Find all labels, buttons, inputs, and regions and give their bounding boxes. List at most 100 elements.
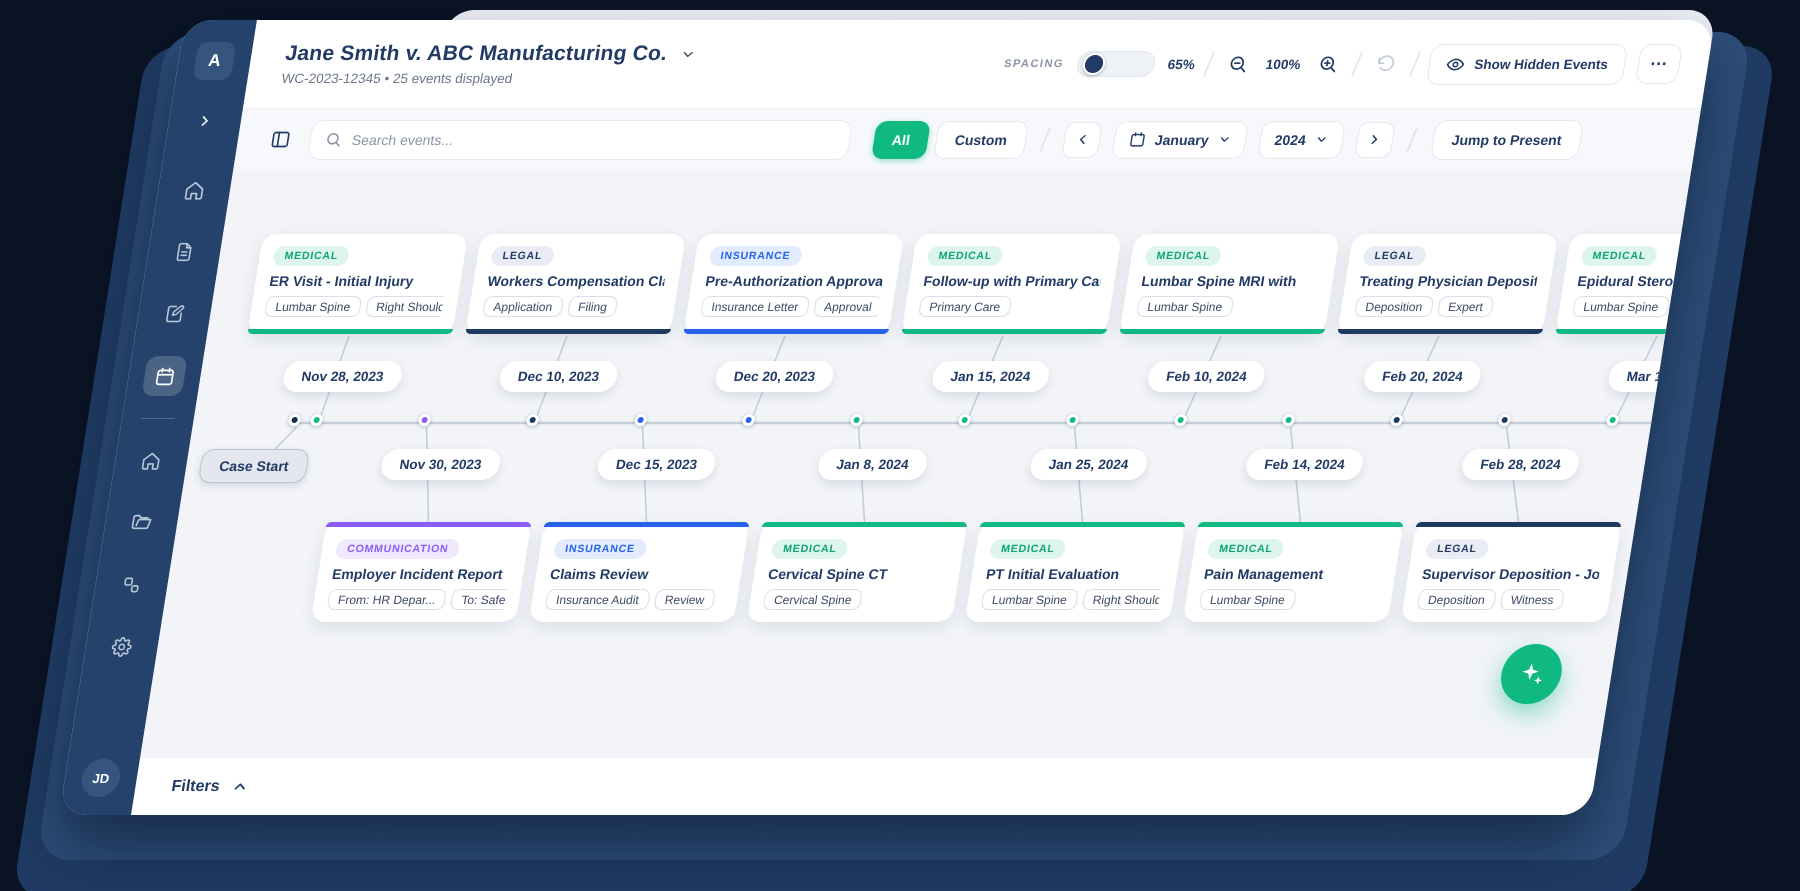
year-select[interactable]: 2024 <box>1256 120 1346 159</box>
zoom-out-icon <box>1226 54 1249 74</box>
filter-all-button[interactable]: All <box>871 120 931 159</box>
zoom-out-button[interactable] <box>1221 49 1256 79</box>
sidebar: A <box>59 20 258 815</box>
event-date-pill[interactable]: Feb 14, 2024 <box>1243 449 1366 480</box>
event-tag: From: HR Depar... <box>326 589 448 610</box>
sparkles-icon <box>1515 660 1547 688</box>
toolbar-separator <box>1405 126 1419 153</box>
event-card[interactable]: COMMUNICATION Employer Incident Report F… <box>310 522 532 622</box>
category-badge: INSURANCE <box>708 246 803 266</box>
event-card[interactable]: MEDICAL Follow-up with Primary Care Prim… <box>901 234 1123 334</box>
event-date-pill[interactable]: Jan 25, 2024 <box>1028 449 1149 480</box>
spacing-percent: 65% <box>1166 56 1197 72</box>
filter-custom-button[interactable]: Custom <box>932 120 1030 159</box>
previous-month-button[interactable] <box>1061 121 1103 158</box>
next-month-button[interactable] <box>1354 121 1396 158</box>
reset-view-button[interactable] <box>1369 49 1404 79</box>
event-date-pill[interactable]: Feb 10, 2024 <box>1145 361 1268 392</box>
spacing-toggle[interactable] <box>1074 51 1157 77</box>
more-options-button[interactable]: ⋯ <box>1634 44 1684 84</box>
event-date-pill[interactable]: Feb 20, 2024 <box>1361 361 1484 392</box>
event-date-pill[interactable]: Dec 15, 2023 <box>595 449 718 480</box>
sidebar-item-integrations[interactable] <box>108 565 154 605</box>
sidebar-item-files[interactable] <box>118 503 164 543</box>
show-hidden-events-button[interactable]: Show Hidden Events <box>1426 43 1629 85</box>
event-title: Pre-Authorization Approval <box>704 273 884 289</box>
event-title: Cervical Spine CT <box>766 566 889 582</box>
home-icon <box>182 180 206 201</box>
category-color-edge <box>683 329 890 334</box>
zoom-in-button[interactable] <box>1311 49 1346 79</box>
event-date-pill[interactable]: Jan 15, 2024 <box>930 361 1051 392</box>
event-tag: Deposition <box>1353 296 1434 317</box>
sidebar-item-case-home[interactable] <box>128 441 174 481</box>
chevron-up-icon <box>230 778 250 795</box>
category-badge: MEDICAL <box>1580 246 1659 266</box>
event-tag: Right Shoulder <box>1081 589 1161 610</box>
event-card[interactable]: MEDICAL PT Initial Evaluation Lumbar Spi… <box>964 522 1186 622</box>
event-card[interactable]: INSURANCE Claims Review Insurance Audit R… <box>528 522 750 622</box>
event-card[interactable]: MEDICAL ER Visit - Initial Injury Lumbar… <box>247 234 469 334</box>
event-date-pill[interactable]: Nov 30, 2023 <box>379 449 502 480</box>
category-badge: LEGAL <box>1424 539 1490 559</box>
panel-left-toggle[interactable] <box>262 124 299 156</box>
event-date-pill[interactable]: Nov 28, 2023 <box>281 361 404 392</box>
header-separator <box>1351 51 1364 77</box>
year-value: 2024 <box>1273 131 1308 148</box>
filters-label: Filters <box>170 777 222 795</box>
event-tag: Deposition <box>1416 589 1497 610</box>
case-switcher-button[interactable] <box>675 43 700 65</box>
event-title: Lumbar Spine MRI with <box>1140 273 1298 289</box>
user-avatar[interactable]: JD <box>78 759 123 797</box>
category-badge: MEDICAL <box>988 539 1068 559</box>
event-card[interactable]: MEDICAL Lumbar Spine MRI with Lumbar Spi… <box>1119 234 1341 334</box>
event-card[interactable]: LEGAL Workers Compensation Claim Applica… <box>465 234 687 334</box>
filters-collapse-button[interactable] <box>230 778 250 795</box>
events-count: 25 events displayed <box>391 71 514 86</box>
timeline-stage: MEDICAL ER Visit - Initial Injury Lumbar… <box>140 170 1692 757</box>
event-tag: Review <box>653 589 716 610</box>
jump-to-present-button[interactable]: Jump to Present <box>1429 119 1584 160</box>
category-color-edge <box>465 329 672 334</box>
sidebar-item-timeline[interactable] <box>141 356 188 396</box>
category-color-edge <box>901 329 1108 334</box>
header-separator <box>1202 51 1216 77</box>
event-date-pill[interactable]: Dec 20, 2023 <box>713 361 836 392</box>
event-date-pill[interactable]: Feb 28, 2024 <box>1459 449 1582 480</box>
search-input[interactable] <box>350 131 837 148</box>
subtitle-separator: • <box>383 71 391 86</box>
event-tag: To: Safety <box>449 589 507 610</box>
event-tag: Lumbar Spine <box>980 589 1079 610</box>
event-tag: Expert <box>1436 296 1495 317</box>
category-badge: INSURANCE <box>552 539 648 559</box>
event-tag: Cervical Spine <box>762 589 864 610</box>
month-select[interactable]: January <box>1111 120 1249 159</box>
event-date-pill[interactable]: Jan 8, 2024 <box>816 449 930 480</box>
event-title: PT Initial Evaluation <box>984 566 1121 582</box>
event-date-pill[interactable]: Dec 10, 2023 <box>497 361 620 392</box>
chevron-right-icon <box>1366 132 1383 147</box>
search-bar <box>306 119 854 160</box>
event-card[interactable]: LEGAL Treating Physician Deposition Depo… <box>1337 234 1559 334</box>
event-tag: Approval <box>812 296 881 317</box>
sidebar-item-documents[interactable] <box>161 232 207 272</box>
sidebar-item-settings[interactable] <box>99 627 145 667</box>
event-card[interactable]: MEDICAL Pain Management Lumbar Spine <box>1182 522 1404 622</box>
rotate-ccw-icon <box>1375 54 1398 74</box>
footer-bar: Filters <box>131 757 1599 815</box>
category-badge: LEGAL <box>1362 246 1427 266</box>
event-card[interactable]: MEDICAL Cervical Spine CT Cervical Spine <box>746 522 968 622</box>
event-tag: Right Shoulder <box>364 296 445 317</box>
case-start-pill[interactable]: Case Start <box>197 449 311 483</box>
event-card[interactable]: INSURANCE Pre-Authorization Approval Ins… <box>683 234 905 334</box>
category-color-edge <box>1119 329 1326 334</box>
sidebar-expand-button[interactable] <box>188 106 223 136</box>
case-title: Jane Smith v. ABC Manufacturing Co. <box>283 42 670 65</box>
event-card[interactable]: LEGAL Supervisor Deposition - John Depos… <box>1400 522 1622 622</box>
sidebar-item-drafting[interactable] <box>151 294 197 334</box>
sidebar-divider <box>140 418 175 419</box>
event-title: Claims Review <box>548 566 650 582</box>
blocks-icon <box>120 575 143 595</box>
ai-assistant-fab[interactable] <box>1496 644 1567 704</box>
sidebar-item-home[interactable] <box>171 170 217 210</box>
